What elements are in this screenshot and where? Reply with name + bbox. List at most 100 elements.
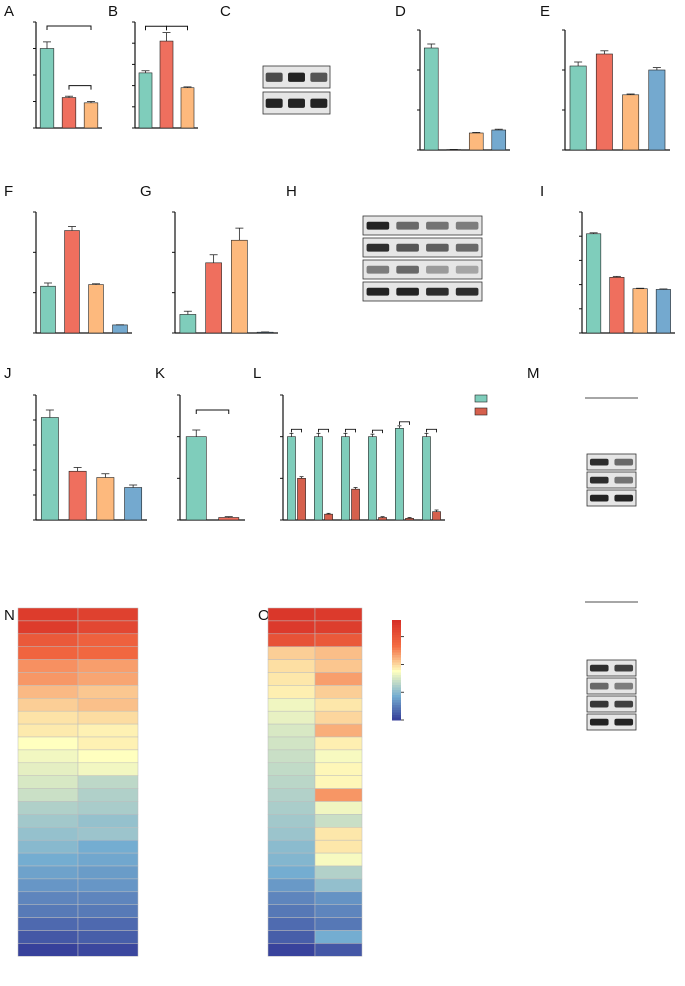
blot-band bbox=[455, 243, 479, 252]
significance-bracket bbox=[166, 25, 188, 31]
color-scale-step bbox=[392, 667, 401, 671]
heatmap-cell bbox=[314, 736, 363, 751]
heatmap-cell bbox=[267, 788, 316, 802]
significance-bracket bbox=[291, 428, 302, 433]
heatmap-cell bbox=[77, 865, 139, 880]
bar-chart-j bbox=[33, 394, 147, 521]
blot-band bbox=[614, 682, 634, 690]
color-scale-step bbox=[392, 657, 401, 661]
heatmap-cell bbox=[267, 943, 316, 957]
color-scale-step bbox=[392, 695, 401, 698]
bar bbox=[124, 487, 143, 521]
heatmap-cell bbox=[314, 698, 363, 712]
western-blots bbox=[262, 65, 638, 731]
bar bbox=[405, 518, 414, 521]
heatmap-cell bbox=[314, 646, 363, 660]
heatmap-cell bbox=[17, 723, 79, 738]
heatmaps bbox=[17, 607, 404, 957]
heatmap-cell bbox=[267, 930, 316, 944]
heatmap-cell bbox=[17, 891, 79, 905]
heatmap-cell bbox=[17, 685, 79, 699]
bar-charts bbox=[33, 21, 675, 521]
bar bbox=[64, 230, 80, 334]
blot-band bbox=[589, 700, 609, 708]
heatmap-cell bbox=[314, 943, 363, 957]
blot-band bbox=[310, 72, 328, 82]
bar bbox=[491, 129, 507, 151]
blot-band bbox=[265, 98, 283, 108]
blot-strip bbox=[362, 259, 483, 280]
heatmap-cell bbox=[17, 646, 79, 660]
heatmap-cell bbox=[314, 749, 363, 764]
bar bbox=[632, 288, 648, 334]
heatmap-cell bbox=[267, 865, 316, 880]
color-scale-step bbox=[392, 707, 401, 711]
blot-band bbox=[366, 265, 390, 274]
bar bbox=[324, 513, 333, 521]
bar bbox=[655, 289, 671, 334]
bar bbox=[468, 132, 484, 151]
heatmap-cell bbox=[77, 736, 139, 751]
color-scale-step bbox=[392, 682, 401, 686]
heatmap-cell bbox=[77, 839, 139, 854]
panel-label-m: M bbox=[527, 365, 540, 382]
heatmap-cell bbox=[17, 698, 79, 712]
blot-band bbox=[396, 221, 419, 230]
heatmap-cell bbox=[77, 698, 139, 712]
color-scale-step bbox=[392, 665, 401, 668]
bar-chart-d bbox=[417, 29, 510, 151]
heatmap-cell bbox=[77, 775, 139, 789]
blot-band bbox=[614, 494, 634, 502]
bar bbox=[595, 53, 613, 151]
panel-label-a: A bbox=[4, 3, 14, 20]
heatmap-cell bbox=[267, 646, 316, 660]
panel-label-b: B bbox=[108, 3, 118, 20]
heatmap-cell bbox=[314, 930, 363, 944]
bar bbox=[368, 436, 377, 521]
significance-bracket bbox=[372, 429, 383, 434]
heatmap-o bbox=[267, 607, 404, 957]
heatmap-cell bbox=[77, 762, 139, 776]
color-scale-step bbox=[392, 650, 401, 653]
bar bbox=[40, 417, 59, 521]
color-scale-step bbox=[392, 715, 401, 718]
blot-band bbox=[614, 476, 634, 484]
color-scale-step bbox=[392, 630, 401, 633]
bar bbox=[40, 285, 56, 334]
panel-label-o: O bbox=[258, 607, 270, 624]
heatmap-cell bbox=[17, 633, 79, 647]
heatmap-cell bbox=[77, 904, 139, 918]
color-scale-step bbox=[392, 700, 401, 703]
color-scale-step bbox=[392, 712, 401, 716]
heatmap-cell bbox=[77, 607, 139, 622]
bar bbox=[423, 47, 439, 151]
heatmap-cell bbox=[267, 749, 316, 764]
heatmap-cell bbox=[77, 917, 139, 931]
blot-band bbox=[426, 265, 449, 274]
heatmap-cell bbox=[77, 827, 139, 841]
blot-strip bbox=[362, 281, 483, 302]
heatmap-cell bbox=[17, 749, 79, 764]
heatmap-cell bbox=[17, 620, 79, 635]
color-scale-step bbox=[392, 670, 401, 673]
blot-band bbox=[310, 98, 328, 108]
heatmap-cell bbox=[267, 620, 316, 635]
western-blot-c bbox=[262, 65, 331, 115]
blot-strip bbox=[586, 489, 637, 507]
color-scale-step bbox=[392, 697, 401, 701]
blot-strip bbox=[362, 215, 483, 236]
heatmap-cell bbox=[17, 904, 79, 918]
heatmap-cell bbox=[77, 943, 139, 957]
heatmap-cell bbox=[314, 620, 363, 635]
heatmap-cell bbox=[17, 775, 79, 789]
blot-strip bbox=[586, 677, 637, 695]
color-scale-step bbox=[392, 685, 401, 688]
heatmap-cell bbox=[267, 904, 316, 918]
significance-bracket bbox=[145, 25, 167, 31]
bar bbox=[159, 40, 174, 129]
significance-bracket bbox=[68, 85, 92, 90]
heatmap-cell bbox=[17, 659, 79, 673]
heatmap-cell bbox=[314, 685, 363, 699]
bar bbox=[395, 428, 404, 521]
bar-chart-k bbox=[177, 394, 245, 521]
